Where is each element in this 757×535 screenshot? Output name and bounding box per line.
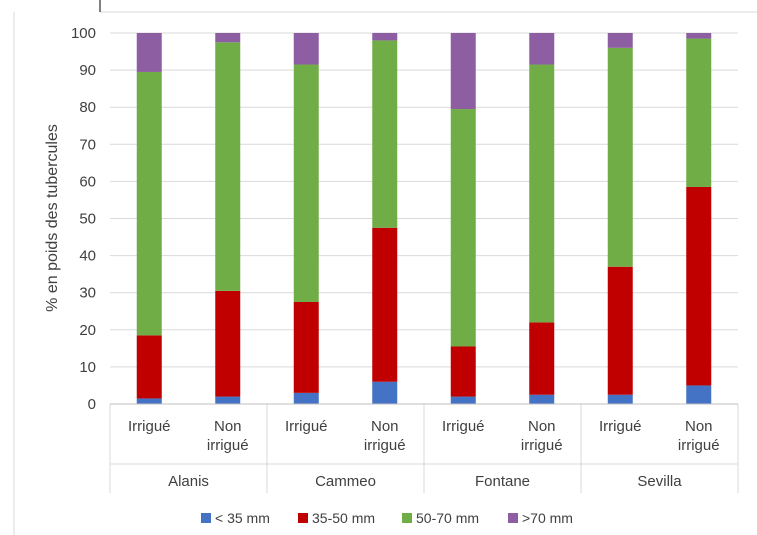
category-label: Non <box>371 418 399 435</box>
group-label: Sevilla <box>637 473 682 490</box>
legend-label: 35-50 mm <box>312 510 375 526</box>
category-label: Irrigué <box>599 418 642 435</box>
bar-segment-3 <box>136 71 162 336</box>
bar-segment-1 <box>215 396 241 404</box>
legend-swatch <box>201 513 211 523</box>
bar-segment-1 <box>686 385 712 404</box>
y-tick-label: 0 <box>88 396 96 413</box>
group-label: Fontane <box>475 473 530 490</box>
y-axis-ticks: 0 10 20 30 40 50 60 70 80 90 100 <box>71 25 96 413</box>
y-tick-label: 40 <box>79 248 96 265</box>
bar-segment-4 <box>450 33 476 110</box>
category-label: Non <box>528 418 556 435</box>
bar-segment-1 <box>450 396 476 404</box>
category-label: irrigué <box>521 437 563 454</box>
y-tick-label: 30 <box>79 285 96 302</box>
bar-segment-4 <box>372 33 398 41</box>
bar-segment-3 <box>215 42 241 291</box>
bar-segment-4 <box>293 33 319 65</box>
y-tick-label: 90 <box>79 62 96 79</box>
y-tick-label: 60 <box>79 173 96 190</box>
legend-swatch <box>508 513 518 523</box>
category-label: irrigué <box>207 437 249 454</box>
category-label: irrigué <box>678 437 720 454</box>
bar-segment-2 <box>607 266 633 395</box>
bar-segment-2 <box>215 290 241 397</box>
category-label: irrigué <box>364 437 406 454</box>
y-tick-label: 100 <box>71 25 96 42</box>
bar-segment-4 <box>529 33 555 65</box>
bar-segment-3 <box>607 47 633 267</box>
bar-segment-2 <box>293 301 319 393</box>
y-tick-label: 70 <box>79 136 96 153</box>
bar-segment-4 <box>607 33 633 48</box>
category-label: Irrigué <box>128 418 171 435</box>
legend-swatch <box>402 513 412 523</box>
bar-segment-1 <box>529 394 555 404</box>
bar-segment-4 <box>215 33 241 43</box>
y-tick-label: 20 <box>79 322 96 339</box>
category-label: Irrigué <box>442 418 485 435</box>
bar-segment-2 <box>136 335 162 399</box>
bar-segment-1 <box>293 392 319 404</box>
bar-segment-3 <box>293 64 319 302</box>
y-tick-label: 10 <box>79 359 96 376</box>
bar-segment-3 <box>372 40 398 228</box>
bar-segment-1 <box>372 381 398 404</box>
bars <box>136 33 712 404</box>
bar-segment-1 <box>136 398 162 404</box>
y-tick-label: 80 <box>79 99 96 116</box>
category-label: Non <box>685 418 713 435</box>
bar-segment-4 <box>686 33 712 39</box>
group-label: Cammeo <box>315 473 376 490</box>
legend-label: < 35 mm <box>215 510 270 526</box>
bar-segment-2 <box>529 322 555 395</box>
x-axis: Irrigué Non irrigué Irrigué Non irrigué Irrigu… <box>109 403 739 493</box>
gridlines <box>110 32 738 405</box>
legend-swatch <box>298 513 308 523</box>
bar-segment-3 <box>529 64 555 323</box>
bar-segment-3 <box>450 109 476 347</box>
bar-segment-2 <box>450 346 476 397</box>
bar-segment-2 <box>686 186 712 386</box>
legend-label: 50-70 mm <box>416 510 479 526</box>
category-label: Irrigué <box>285 418 328 435</box>
bar-segment-2 <box>372 227 398 382</box>
bar-segment-3 <box>686 38 712 187</box>
bar-segment-1 <box>607 394 633 404</box>
group-label: Alanis <box>168 473 209 490</box>
y-axis-label: % en poids des tubercules <box>44 124 61 312</box>
bar-segment-4 <box>136 33 162 72</box>
category-label: Non <box>214 418 242 435</box>
y-tick-label: 50 <box>79 211 96 228</box>
legend: < 35 mm 35-50 mm 50-70 mm >70 mm <box>201 510 573 526</box>
legend-label: >70 mm <box>522 510 573 526</box>
